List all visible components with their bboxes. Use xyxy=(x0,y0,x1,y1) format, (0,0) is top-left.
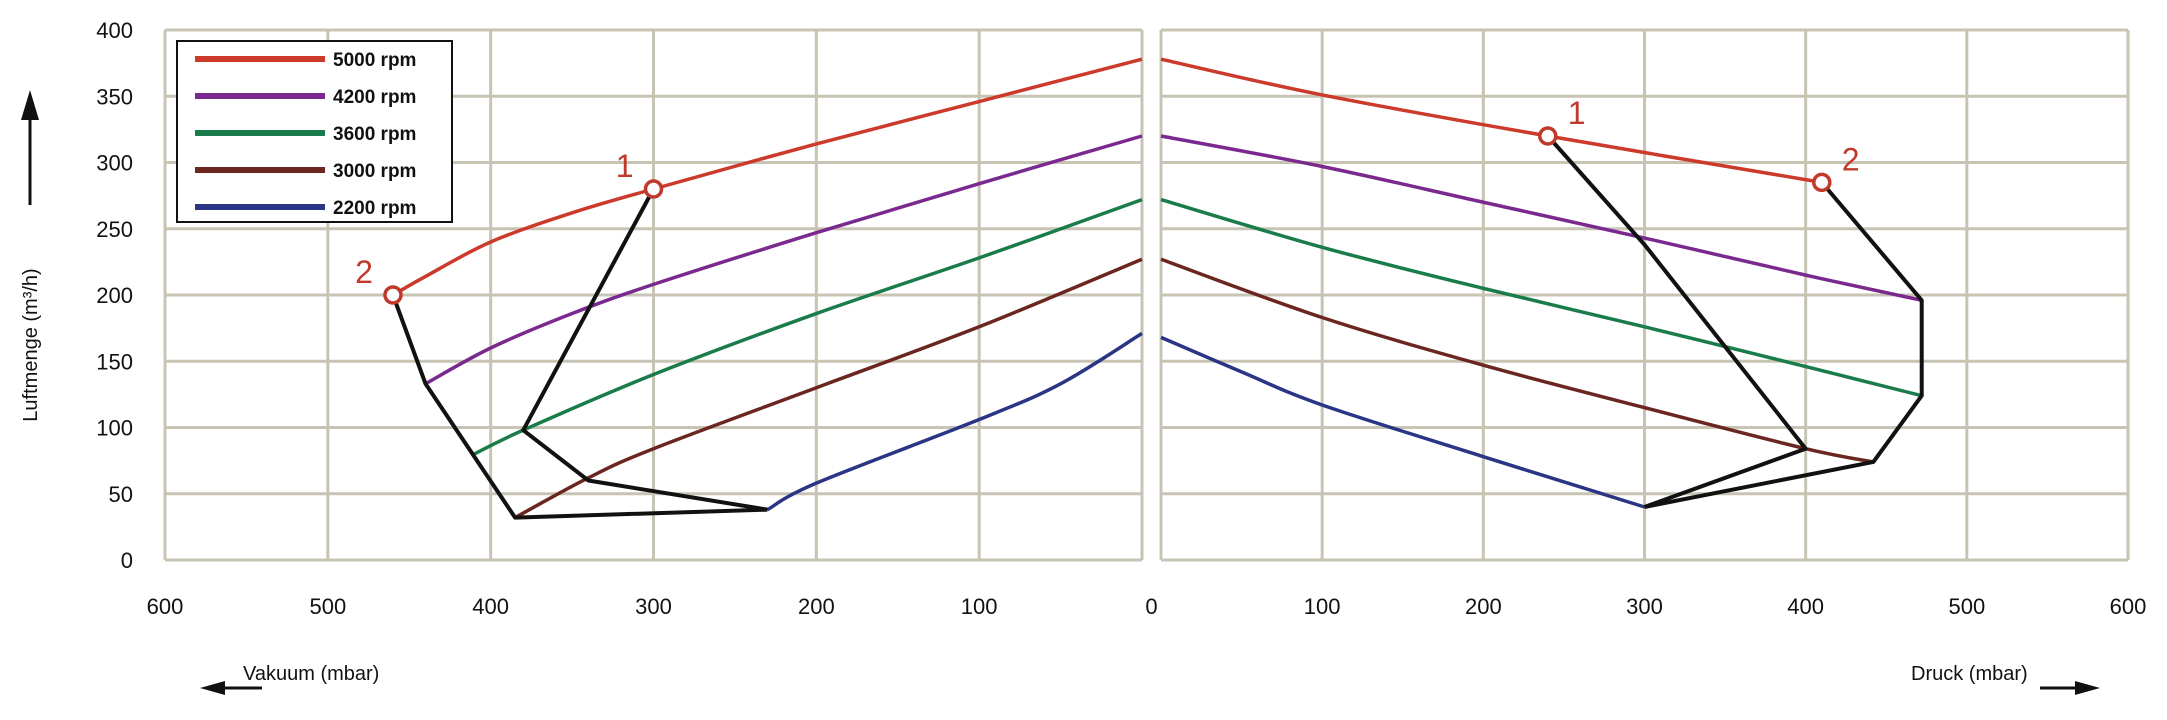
y-tick-label: 100 xyxy=(96,416,133,441)
operating-line-vacuum-1 xyxy=(391,294,768,520)
marker-label-pressure-1: 1 xyxy=(1568,95,1586,131)
y-axis-title: Luftmenge (m³/h) xyxy=(20,268,42,421)
right-arrow-icon xyxy=(2075,681,2100,695)
series-line-vacuum-5000-rpm xyxy=(392,57,1143,297)
series-line-pressure-5000-rpm xyxy=(1160,57,1823,185)
legend-label-4200-rpm: 4200 rpm xyxy=(333,87,416,108)
marker-circle-pressure-1 xyxy=(1538,126,1558,146)
series-line-vacuum-2200-rpm xyxy=(766,331,1143,512)
y-tick-label: 400 xyxy=(96,18,133,43)
x-tick-label-left: 400 xyxy=(472,594,509,619)
legend: 5000 rpm 4200 rpm 3600 rpm 3000 rpm 2200 rpm xyxy=(176,40,453,223)
y-tick-label: 350 xyxy=(96,84,133,109)
grid xyxy=(163,28,2130,562)
left-x-axis-title: Vakuum (mbar) xyxy=(243,663,379,685)
x-tick-label-right: 100 xyxy=(1304,594,1341,619)
right-x-axis-title-group: Druck (mbar) xyxy=(1911,663,2100,695)
marker-label-vacuum-2: 2 xyxy=(355,254,373,290)
x-tick-label-right: 600 xyxy=(2110,594,2147,619)
x-tick-label-right: 400 xyxy=(1787,594,1824,619)
y-tick-label: 0 xyxy=(121,548,133,573)
y-tick-label: 50 xyxy=(109,482,133,507)
y-tick-label: 250 xyxy=(96,217,133,242)
operating-line-pressure-2 xyxy=(1644,181,1924,509)
y-tick-label: 150 xyxy=(96,349,133,374)
marker-label-vacuum-1: 1 xyxy=(616,148,634,184)
y-axis-arrow-icon xyxy=(21,90,39,120)
x-tick-label-left: 500 xyxy=(309,594,346,619)
marker-circle-vacuum-1 xyxy=(643,179,664,199)
left-arrow-icon xyxy=(200,681,225,695)
marker-label-pressure-2: 2 xyxy=(1842,141,1860,177)
x-tick-label-right: 500 xyxy=(1948,594,1985,619)
series-line-vacuum-3600-rpm xyxy=(473,197,1143,456)
series-line-pressure-3600-rpm xyxy=(1160,197,1923,398)
right-x-axis-title: Druck (mbar) xyxy=(1911,663,2028,685)
series-line-pressure-4200-rpm xyxy=(1160,134,1923,303)
operating-line-vacuum-2 xyxy=(521,188,768,512)
operating-lines xyxy=(391,134,1924,520)
x-tick-label-right: 300 xyxy=(1626,594,1663,619)
x-tick-label-zero: 0 xyxy=(1145,594,1157,619)
y-axis-title-group: Luftmenge (m³/h) xyxy=(20,90,42,422)
left-x-axis-title-group: Vakuum (mbar) xyxy=(200,663,379,695)
y-tick-label: 300 xyxy=(96,151,133,176)
x-tick-label-left: 200 xyxy=(798,594,835,619)
x-tick-label-right: 200 xyxy=(1465,594,1502,619)
tick-labels: 0 50 100 150 200 250 300 350 400 600 500 400 300 200 1… xyxy=(96,18,2146,619)
x-tick-label-left: 600 xyxy=(147,594,184,619)
series-line-vacuum-4200-rpm xyxy=(424,134,1143,386)
marked-points: 1 2 1 2 xyxy=(355,95,1860,305)
operating-line-pressure-1 xyxy=(1546,134,1808,509)
legend-label-5000-rpm: 5000 rpm xyxy=(333,50,416,71)
y-tick-label: 200 xyxy=(96,283,133,308)
marker-circle-pressure-2 xyxy=(1812,172,1832,193)
legend-label-2200-rpm: 2200 rpm xyxy=(333,198,416,219)
legend-label-3600-rpm: 3600 rpm xyxy=(333,124,416,145)
series-group xyxy=(392,57,1923,520)
marker-circle-vacuum-2 xyxy=(383,285,403,305)
x-tick-label-left: 300 xyxy=(635,594,672,619)
legend-label-3000-rpm: 3000 rpm xyxy=(333,161,416,182)
x-tick-label-left: 100 xyxy=(961,594,998,619)
series-line-pressure-2200-rpm xyxy=(1160,335,1646,509)
series-line-vacuum-3000-rpm xyxy=(514,257,1143,520)
